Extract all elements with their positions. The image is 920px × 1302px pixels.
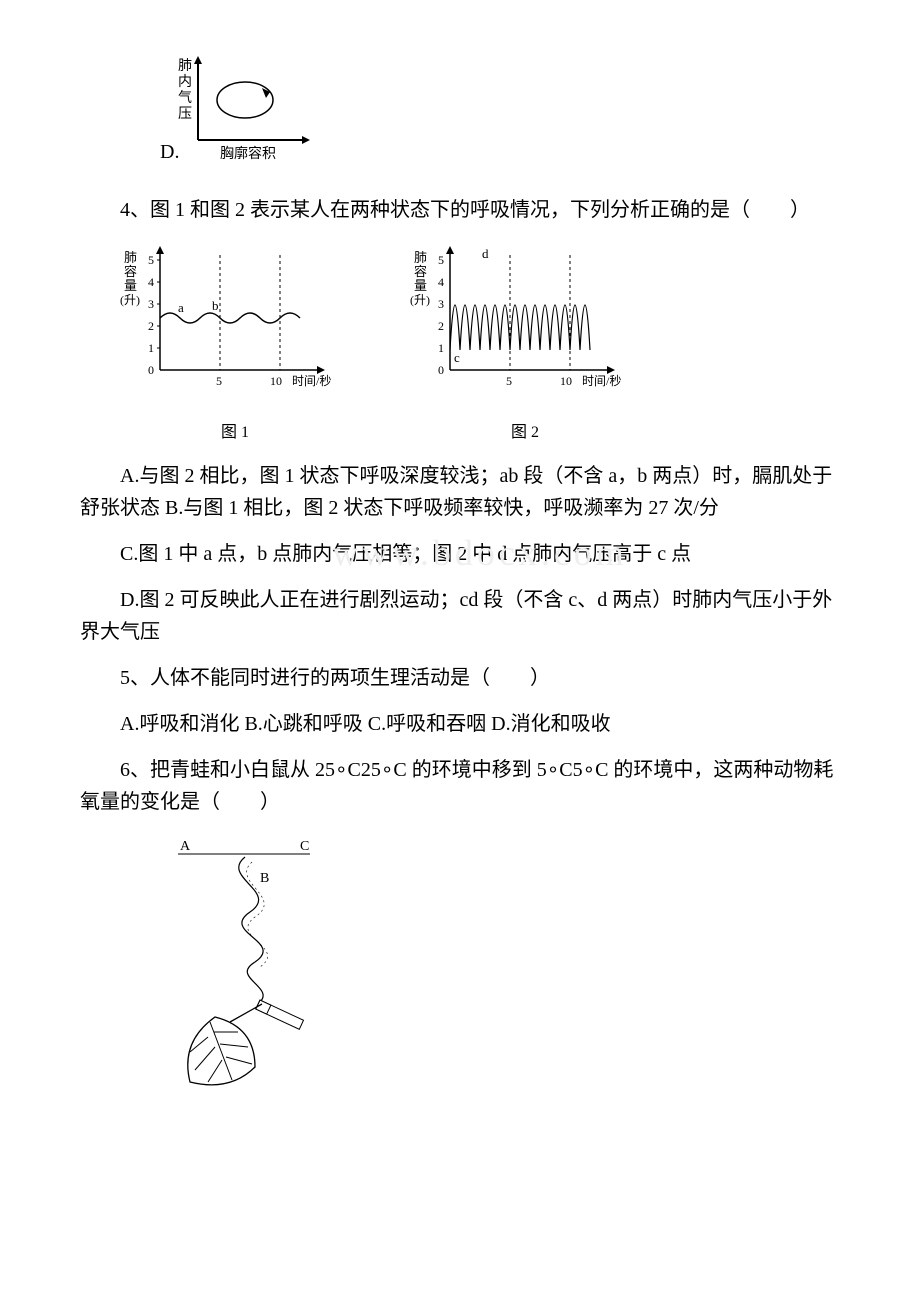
svg-text:0: 0 <box>438 363 444 377</box>
svg-text:4: 4 <box>438 275 444 289</box>
svg-text:3: 3 <box>438 297 444 311</box>
y-label-char: 肺 <box>414 250 427 265</box>
y-label-char: 气 <box>178 90 192 106</box>
y-axis-arrow <box>156 246 164 254</box>
q4-chart2-wrap: 肺 容 量 (升) 0 1 2 3 4 5 5 10 时间/秒 c d 图 2 <box>410 240 640 446</box>
y-label-char: (升) <box>120 293 140 307</box>
y-label-char: 肺 <box>124 250 137 265</box>
q5-options: A.呼吸和消化 B.心跳和呼吸 C.呼吸和吞咽 D.消化和吸收 <box>80 708 840 740</box>
svg-text:1: 1 <box>438 341 444 355</box>
loop-curve <box>217 82 273 118</box>
svg-text:10: 10 <box>560 374 572 388</box>
breathing-wave <box>450 305 590 350</box>
label-b: B <box>260 871 269 886</box>
marker-d: d <box>482 246 489 261</box>
marker-b: b <box>212 298 219 313</box>
y-label-char: 压 <box>178 107 192 122</box>
y-ticks: 0 1 2 3 4 5 <box>438 253 444 377</box>
q4-option-c: C.图 1 中 a 点，b 点肺内气压相等；图 2 中 d 点肺内气压高于 c … <box>80 538 840 570</box>
y-label-char: (升) <box>410 293 430 307</box>
y-ticks: 0 1 2 3 4 5 <box>148 253 160 377</box>
svg-text:4: 4 <box>148 275 154 289</box>
y-label-char: 量 <box>414 278 427 293</box>
svg-text:0: 0 <box>148 363 154 377</box>
chart1-caption: 图 1 <box>120 420 350 446</box>
y-label-char: 量 <box>124 278 137 293</box>
q6-smoke-svg: A B C <box>160 832 360 1092</box>
loop-chart-svg: 肺 内 气 压 胸廓容积 D. <box>160 50 320 170</box>
marker-c: c <box>454 350 460 365</box>
cigarette-body <box>256 1000 304 1029</box>
q4-chart1-wrap: 肺 容 量 (升) 0 1 2 3 4 5 5 10 时间/秒 <box>120 240 350 446</box>
x-axis-label: 胸廓容积 <box>220 145 276 162</box>
q4-option-ab: A.与图 2 相比，图 1 状态下呼吸深度较浅；ab 段（不含 a，b 两点）时… <box>80 460 840 524</box>
leaf <box>188 1004 262 1085</box>
y-label-char: 容 <box>124 264 137 279</box>
svg-text:2: 2 <box>148 319 154 333</box>
svg-text:3: 3 <box>148 297 154 311</box>
label-a: A <box>180 839 191 854</box>
svg-text:5: 5 <box>438 253 444 267</box>
svg-text:5: 5 <box>148 253 154 267</box>
x-axis-arrow <box>607 366 615 374</box>
svg-text:5: 5 <box>216 374 222 388</box>
y-axis-arrow <box>194 56 202 64</box>
svg-text:时间/秒: 时间/秒 <box>582 374 621 388</box>
y-label-char: 肺 <box>178 58 192 74</box>
q4-option-d: D.图 2 可反映此人正在进行剧烈运动；cd 段（不含 c、d 两点）时肺内气压… <box>80 584 840 648</box>
x-axis-arrow <box>317 366 325 374</box>
x-axis-arrow <box>302 136 310 144</box>
y-axis-arrow <box>446 246 454 254</box>
svg-text:5: 5 <box>506 374 512 388</box>
label-c: C <box>300 839 309 854</box>
svg-text:时间/秒: 时间/秒 <box>292 374 331 388</box>
svg-text:2: 2 <box>438 319 444 333</box>
option-d-prefix: D. <box>160 141 179 163</box>
q6-prompt: 6、把青蛙和小白鼠从 25∘C25∘C 的环境中移到 5∘C5∘C 的环境中，这… <box>80 754 840 818</box>
x-ticks: 5 10 时间/秒 <box>506 374 621 388</box>
marker-a: a <box>178 300 184 315</box>
q5-prompt: 5、人体不能同时进行的两项生理活动是（ ） <box>80 662 840 694</box>
q6-figure: A B C <box>160 832 840 1102</box>
svg-text:1: 1 <box>148 341 154 355</box>
y-label-char: 内 <box>178 74 192 90</box>
chart2-caption: 图 2 <box>410 420 640 446</box>
q4-chart2-svg: 肺 容 量 (升) 0 1 2 3 4 5 5 10 时间/秒 c d <box>410 240 640 410</box>
q4-chart1-svg: 肺 容 量 (升) 0 1 2 3 4 5 5 10 时间/秒 <box>120 240 350 410</box>
figure-option-d: 肺 内 气 压 胸廓容积 D. <box>160 50 840 180</box>
q4-figures: 肺 容 量 (升) 012 345 510 时间/秒 <box>120 240 840 446</box>
y-label-char: 容 <box>414 264 427 279</box>
svg-text:10: 10 <box>270 374 282 388</box>
x-ticks: 5 10 时间/秒 <box>216 374 331 388</box>
q4-prompt: 4、图 1 和图 2 表示某人在两种状态下的呼吸情况，下列分析正确的是（ ） <box>80 194 840 226</box>
